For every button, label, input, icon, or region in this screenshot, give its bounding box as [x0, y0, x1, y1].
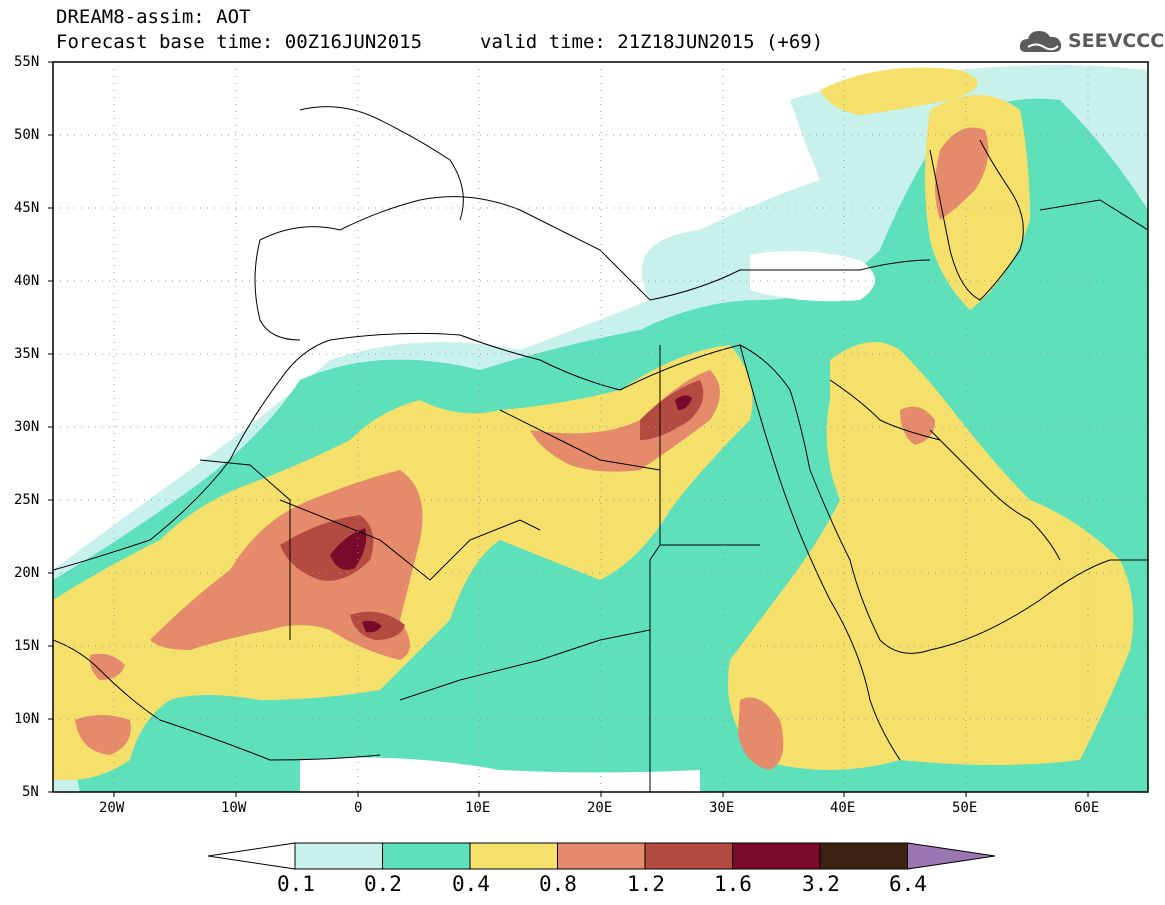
- lat-label: 15N: [14, 638, 40, 654]
- lon-label: 20W: [99, 800, 125, 816]
- lon-label: 60E: [1074, 800, 1100, 816]
- aot-contour-0.4-north: [820, 67, 978, 115]
- colorbar-bin-3.2: [819, 842, 908, 870]
- colorbar-label: 0.2: [364, 872, 402, 896]
- colorbar-label: 3.2: [802, 872, 840, 896]
- colorbar-low-arrow: [207, 842, 296, 870]
- colorbar-high-arrow: [907, 842, 996, 870]
- lon-label: 20E: [587, 800, 613, 816]
- aot-contour-0.8-senegal: [89, 653, 125, 680]
- lat-label: 50N: [14, 127, 40, 143]
- map-title: DREAM8-assim: AOT: [56, 6, 251, 28]
- aot-contour-0.8-iraq: [900, 406, 935, 445]
- aot-contour-0.8-caspian: [935, 127, 989, 220]
- coastlines: [53, 106, 1148, 792]
- clear-atlantic: [53, 62, 240, 550]
- lat-label: 45N: [14, 200, 40, 216]
- colorbar-label: 0.4: [452, 872, 490, 896]
- seevccc-logo: SEEVCCC: [1018, 26, 1164, 56]
- clear-turkey: [750, 251, 875, 302]
- colorbar-label: 1.2: [627, 872, 665, 896]
- lon-label: 10E: [465, 800, 491, 816]
- aot-contour-1.2-libya: [640, 380, 704, 440]
- lon-label: 10W: [221, 800, 247, 816]
- logo-text: SEEVCCC: [1068, 30, 1165, 52]
- aot-contour-1.6-libya: [675, 395, 692, 410]
- forecast-base-time: Forecast base time: 00Z16JUN2015: [56, 31, 423, 53]
- lat-label: 40N: [14, 273, 40, 289]
- colorbar-label: 1.6: [714, 872, 752, 896]
- colorbar-bin-0.4: [469, 842, 558, 870]
- colorbar: [207, 842, 996, 870]
- colorbar-label: 0.1: [277, 872, 315, 896]
- colorbar-bin-0.1: [294, 842, 383, 870]
- colorbar-bin-1.2: [644, 842, 733, 870]
- colorbar-label: 6.4: [889, 872, 927, 896]
- cloud-icon: [1019, 31, 1062, 52]
- lat-label: 55N: [14, 54, 40, 70]
- colorbar-label: 0.8: [539, 872, 577, 896]
- lon-label: 40E: [830, 800, 856, 816]
- aot-contour-1.6-niger: [362, 620, 382, 633]
- lon-label: 50E: [952, 800, 978, 816]
- lon-label: 0: [354, 800, 363, 816]
- aot-contour-0.8-guinea: [75, 715, 131, 755]
- gridlines: [53, 62, 1148, 792]
- colorbar-bin-0.2: [382, 842, 471, 870]
- colorbar-bin-0.8: [557, 842, 646, 870]
- lat-label: 35N: [14, 346, 40, 362]
- lat-label: 30N: [14, 419, 40, 435]
- lat-label: 10N: [14, 711, 40, 727]
- aot-contour-0.8-sudan: [738, 697, 784, 770]
- lat-label: 5N: [22, 784, 39, 800]
- aot-contour-1.6-mali: [330, 528, 367, 570]
- aot-contour-0.4-east: [728, 342, 1134, 770]
- lat-label: 25N: [14, 492, 40, 508]
- colorbar-bin-1.6: [732, 842, 821, 870]
- lat-label: 20N: [14, 565, 40, 581]
- axis-ticks: [48, 61, 1089, 797]
- lon-label: 30E: [709, 800, 735, 816]
- clear-central-africa: [300, 757, 700, 792]
- valid-time: valid time: 21Z18JUN2015 (+69): [480, 31, 824, 53]
